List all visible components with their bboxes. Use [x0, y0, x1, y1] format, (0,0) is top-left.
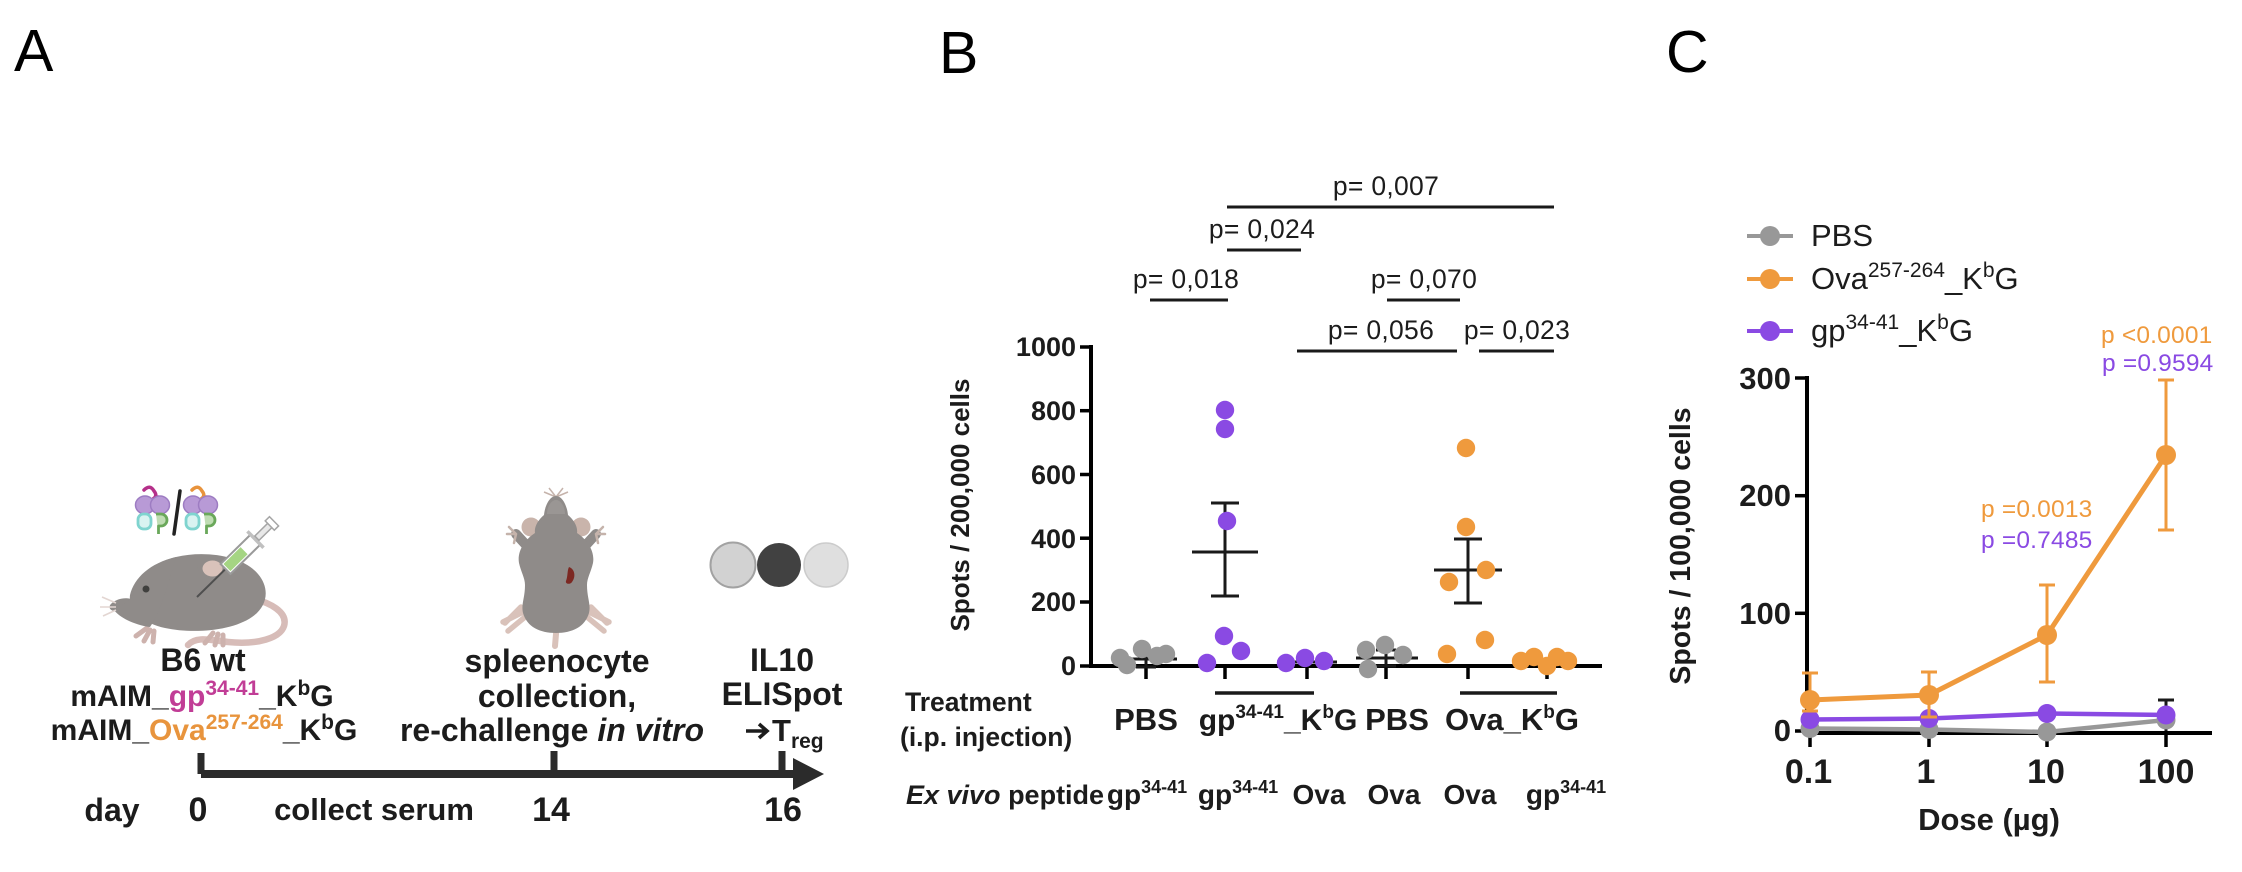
svg-text:1000: 1000	[1016, 332, 1076, 362]
svg-text:14: 14	[532, 791, 570, 829]
svg-text:p= 0,023: p= 0,023	[1464, 315, 1570, 345]
svg-text:p =0.0013: p =0.0013	[1981, 496, 2092, 523]
svg-text:(i.p. injection): (i.p. injection)	[900, 722, 1072, 752]
svg-text:100: 100	[1739, 596, 1791, 631]
svg-text:ELISpot: ELISpot	[722, 676, 843, 712]
svg-text:p =0.9594: p =0.9594	[2102, 350, 2213, 377]
svg-text:1: 1	[1917, 753, 1936, 791]
svg-text:10: 10	[2027, 753, 2065, 791]
svg-text:B: B	[939, 20, 978, 86]
svg-text:Ex vivo peptide: Ex vivo peptide	[906, 780, 1104, 810]
svg-text:mAIM_Ova257-264_KbG: mAIM_Ova257-264_KbG	[51, 711, 358, 747]
svg-text:600: 600	[1031, 460, 1076, 490]
svg-text:spleenocyte: spleenocyte	[465, 643, 650, 679]
svg-text:200: 200	[1739, 478, 1791, 513]
svg-text:PBS: PBS	[1811, 218, 1873, 253]
svg-text:p <0.0001: p <0.0001	[2101, 322, 2212, 349]
svg-text:PBS: PBS	[1114, 702, 1178, 737]
svg-text:p= 0,018: p= 0,018	[1133, 264, 1239, 294]
svg-text:Dose (µg): Dose (µg)	[1918, 802, 2060, 837]
svg-text:IL10: IL10	[750, 642, 814, 678]
svg-text:Ova: Ova	[1293, 779, 1346, 810]
svg-text:C: C	[1666, 19, 1709, 85]
svg-text:0: 0	[1061, 651, 1076, 681]
svg-text:day: day	[84, 792, 139, 828]
svg-text:0.1: 0.1	[1785, 753, 1832, 791]
svg-text:Spots / 100,000 cells: Spots / 100,000 cells	[1665, 407, 1697, 684]
svg-text:p =0.7485: p =0.7485	[1981, 527, 2092, 554]
svg-text:800: 800	[1031, 396, 1076, 426]
svg-text:B6 wt: B6 wt	[160, 642, 246, 678]
svg-text:mAIM_gp34-41_KbG: mAIM_gp34-41_KbG	[70, 677, 333, 713]
svg-text:300: 300	[1739, 361, 1791, 396]
svg-text:Spots / 200,000 cells: Spots / 200,000 cells	[945, 379, 975, 632]
svg-text:Ova_KbG: Ova_KbG	[1445, 702, 1579, 737]
svg-text:p= 0,070: p= 0,070	[1371, 264, 1477, 294]
svg-text:Ova: Ova	[1368, 779, 1421, 810]
svg-text:p= 0,007: p= 0,007	[1333, 171, 1439, 201]
svg-text:PBS: PBS	[1365, 702, 1429, 737]
svg-text:p= 0,056: p= 0,056	[1328, 315, 1434, 345]
svg-text:Treatment: Treatment	[905, 687, 1032, 717]
svg-text:100: 100	[2138, 753, 2195, 791]
svg-text:p= 0,024: p= 0,024	[1209, 214, 1315, 244]
svg-text:collection,: collection,	[478, 678, 636, 714]
svg-text:collect serum: collect serum	[274, 792, 474, 827]
svg-text:0: 0	[1774, 713, 1791, 748]
svg-text:Ova: Ova	[1444, 779, 1497, 810]
svg-text:400: 400	[1031, 524, 1076, 554]
svg-text:200: 200	[1031, 587, 1076, 617]
svg-text:re-challenge in vitro: re-challenge in vitro	[400, 712, 704, 748]
svg-text:A: A	[14, 18, 54, 84]
svg-text:0: 0	[189, 791, 208, 829]
svg-text:16: 16	[764, 791, 802, 829]
